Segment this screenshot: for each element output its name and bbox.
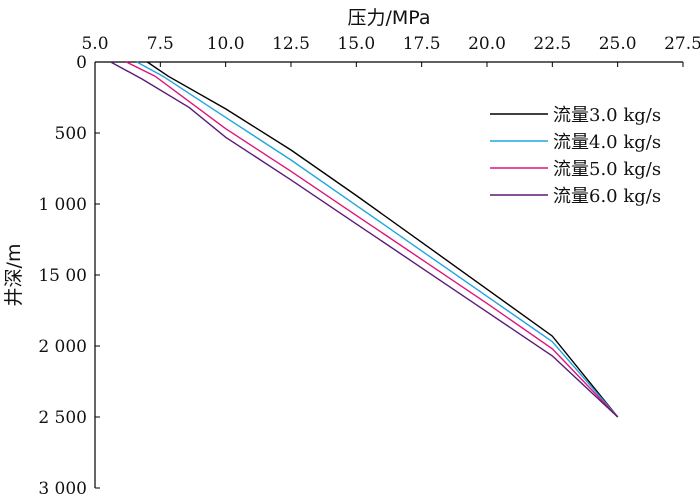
- y-tick-label: 3 000: [38, 479, 87, 499]
- x-tick-label: 20.0: [468, 34, 506, 54]
- x-tick-label: 7.5: [147, 34, 174, 54]
- y-tick-label: 2 500: [38, 408, 87, 428]
- series-line-2: [136, 61, 619, 418]
- series-line-4: [110, 61, 619, 418]
- x-tick-label: 10.0: [207, 34, 245, 54]
- y-tick-label: 0: [76, 53, 87, 73]
- legend: 流量3.0 kg/s 流量4.0 kg/s 流量5.0 kg/s 流量6.0 kg/s: [490, 105, 661, 207]
- x-tick-label: 22.5: [533, 34, 571, 54]
- x-tick-label: 27.5: [664, 34, 700, 54]
- series-line-1: [146, 61, 619, 418]
- x-tick-label: 12.5: [272, 34, 310, 54]
- legend-label-1: 流量3.0 kg/s: [553, 105, 661, 126]
- x-tick-label: 15.0: [337, 34, 375, 54]
- x-tick-label: 17.5: [403, 34, 441, 54]
- x-tick-label: 5.0: [81, 34, 108, 54]
- series-lines: [110, 61, 619, 418]
- y-tick-label: 500: [55, 124, 87, 144]
- x-axis-title: 压力/MPa: [347, 7, 430, 29]
- y-tick-label: 15 00: [38, 266, 87, 286]
- legend-label-2: 流量4.0 kg/s: [553, 132, 661, 153]
- y-tick-label: 1 000: [38, 195, 87, 215]
- x-tick-label: 25.0: [599, 34, 637, 54]
- legend-label-3: 流量5.0 kg/s: [553, 159, 661, 180]
- series-line-3: [126, 61, 619, 418]
- axes: 5.0 7.5 10.0 12.5 15.0 17.5 20.0 22.5 25.0 27.5 0 5…: [38, 34, 700, 499]
- y-axis-title: 井深/m: [3, 244, 25, 307]
- legend-label-4: 流量6.0 kg/s: [553, 186, 661, 207]
- y-tick-label: 2 000: [38, 337, 87, 357]
